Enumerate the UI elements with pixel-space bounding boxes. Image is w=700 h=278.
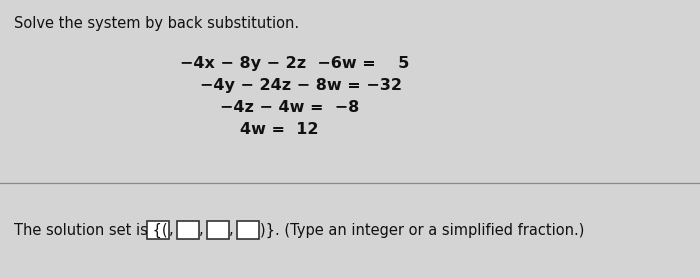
FancyBboxPatch shape [207, 221, 229, 239]
Text: The solution set is {(: The solution set is {( [14, 222, 167, 238]
Text: ,: , [199, 222, 204, 237]
Text: −4x − 8y − 2z  −6w =    5: −4x − 8y − 2z −6w = 5 [180, 56, 410, 71]
Text: Solve the system by back substitution.: Solve the system by back substitution. [14, 16, 299, 31]
Text: ,: , [229, 222, 234, 237]
FancyBboxPatch shape [147, 221, 169, 239]
Text: −4z − 4w =  −8: −4z − 4w = −8 [220, 100, 359, 115]
FancyBboxPatch shape [237, 221, 259, 239]
Text: )}. (Type an integer or a simplified fraction.): )}. (Type an integer or a simplified fra… [260, 222, 584, 238]
FancyBboxPatch shape [177, 221, 199, 239]
Text: ,: , [169, 222, 174, 237]
Text: −4y − 24z − 8w = −32: −4y − 24z − 8w = −32 [200, 78, 402, 93]
Text: 4w =  12: 4w = 12 [240, 121, 318, 136]
